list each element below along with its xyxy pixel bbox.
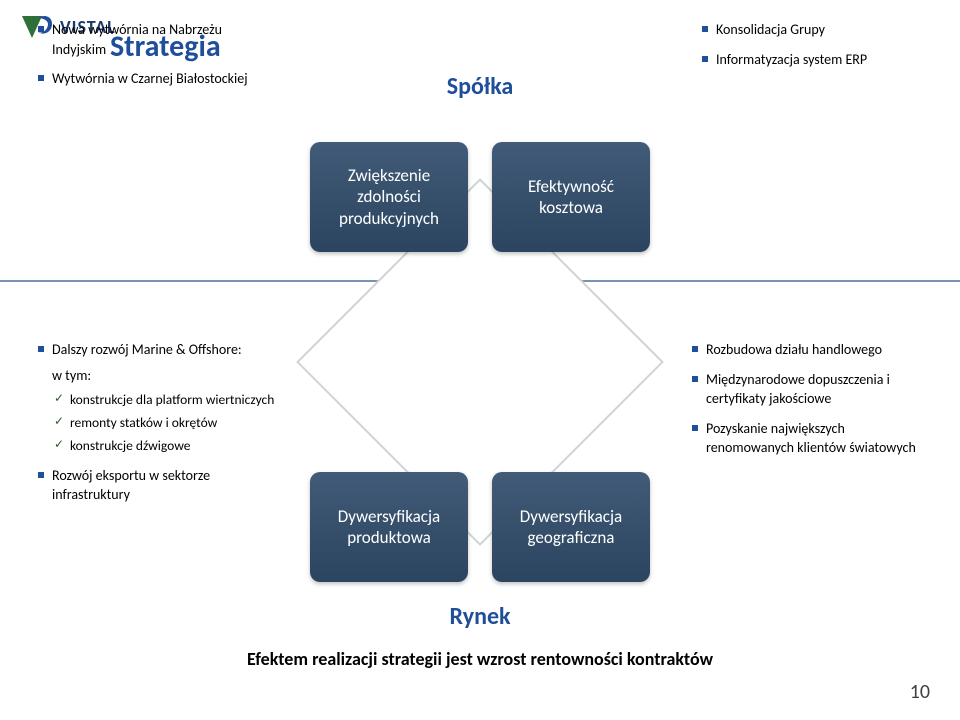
conclusion-text: Efektem realizacji strategii jest wzrost… <box>247 648 713 670</box>
bullet-item: Wytwórnia w Czarnej Białostockiej <box>38 69 258 89</box>
sub-intro: w tym: <box>52 366 288 386</box>
bullet-item: Informatyzacja system ERP <box>702 50 922 70</box>
bullet-item: Konsolidacja Grupy <box>702 20 922 40</box>
center-label-bottom: Rynek <box>449 602 510 631</box>
sub-bullet-item: konstrukcje dźwigowe <box>52 437 288 456</box>
box-bottom-right: Dywersyfikacja geograficzna <box>492 472 650 582</box>
sub-bullet-item: remonty statków i okrętów <box>52 414 288 433</box>
sub-bullet-item: konstrukcje dla platform wiertniczych <box>52 391 288 410</box>
bullet-item: Dalszy rozwój Marine & Offshore:w tym:ko… <box>38 340 288 456</box>
page-number: 10 <box>910 680 930 704</box>
bullets-bottom-right: Rozbudowa działu handlowego Międzynarodow… <box>692 340 922 468</box>
bullets-top-left: Nowa wytwórnia na Nabrzeżu Indyjskim Wytw… <box>38 20 258 99</box>
bullet-item: Międzynarodowe dopuszczenia i certyfikat… <box>692 370 922 409</box>
bullets-top-right: Konsolidacja Grupy Informatyzacja system … <box>702 20 922 79</box>
bullets-bottom-left: Dalszy rozwój Marine & Offshore:w tym:ko… <box>38 340 288 515</box>
box-top-right: Efektywność kosztowa <box>492 142 650 252</box>
box-top-left: Zwiększenie zdolności produkcyjnych <box>310 142 468 252</box>
center-diagram: Spółka Zwiększenie zdolności produkcyjny… <box>270 72 690 622</box>
bullet-item: Rozbudowa działu handlowego <box>692 340 922 360</box>
bullet-item: Nowa wytwórnia na Nabrzeżu Indyjskim <box>38 20 258 59</box>
box-bottom-left: Dywersyfikacja produktowa <box>310 472 468 582</box>
bullet-item: Pozyskanie największych renomowanych kli… <box>692 419 922 458</box>
bullet-item: Rozwój eksportu w sektorze infrastruktur… <box>38 466 288 505</box>
center-label-top: Spółka <box>447 72 514 101</box>
